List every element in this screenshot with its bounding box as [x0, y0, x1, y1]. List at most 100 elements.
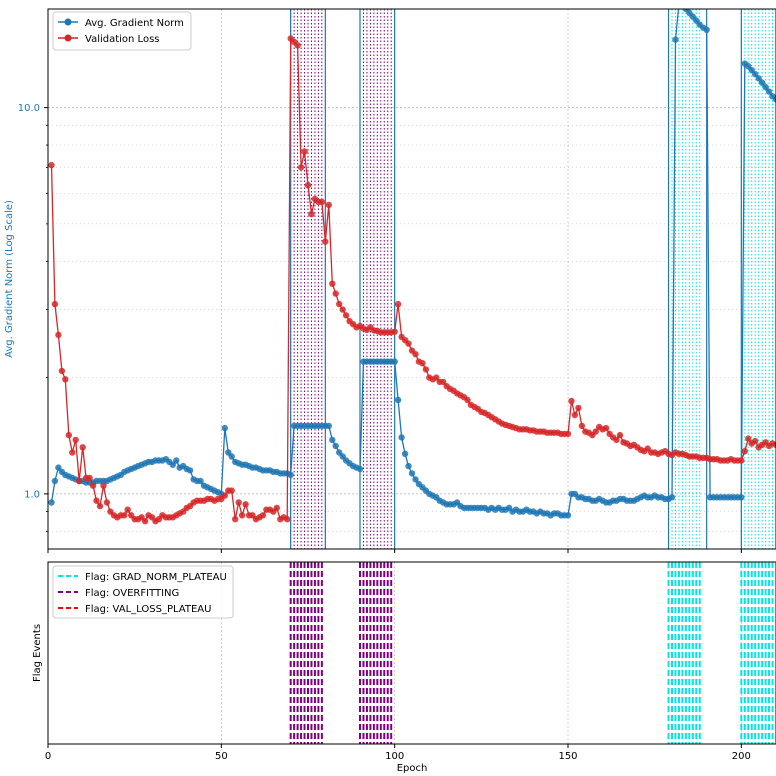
data-point-val	[232, 516, 239, 523]
data-point-val	[86, 474, 93, 482]
x-tick-label: 200	[732, 751, 751, 762]
legend-label-grad-plateau: Flag: GRAD_NORM_PLATEAU	[85, 572, 227, 583]
data-point-val	[76, 477, 83, 485]
data-point-grad	[394, 396, 402, 404]
data-point-val	[69, 449, 76, 456]
data-point-val	[297, 164, 305, 171]
data-point-val	[613, 436, 620, 444]
data-point-val	[273, 504, 280, 512]
bottom-flag-lines	[289, 562, 774, 744]
data-point-val	[124, 506, 131, 513]
data-point-grad	[356, 465, 364, 473]
top-x-ticks	[47, 549, 742, 553]
data-point-grad	[169, 461, 176, 468]
y-axis-label: Avg. Gradient Norm (Log Scale)	[4, 200, 15, 358]
data-point-val	[121, 512, 128, 519]
data-point-val	[772, 441, 776, 448]
data-point-grad	[51, 477, 59, 485]
data-point-grad	[48, 499, 55, 506]
data-point-val	[741, 448, 748, 455]
data-point-val	[93, 497, 100, 504]
y-tick-label: 10.0	[18, 103, 40, 114]
data-point-grad	[755, 75, 762, 82]
legend-label-val: Validation Loss	[85, 34, 160, 45]
x-tick-label: 100	[385, 751, 404, 762]
data-point-val	[564, 430, 572, 438]
data-point-val	[72, 436, 79, 444]
data-point-val	[329, 280, 336, 287]
data-point-val	[342, 312, 350, 319]
bottom-x-ticks: 0 50 100 150 200	[45, 744, 751, 762]
data-point-val	[440, 378, 447, 386]
data-point-val	[58, 367, 66, 375]
data-point-grad	[325, 422, 332, 430]
data-point-val	[235, 499, 242, 506]
data-point-val	[752, 437, 759, 445]
top-legend: Avg. Gradient Norm Validation Loss	[52, 11, 192, 51]
y-tick-label: 1.0	[24, 489, 40, 500]
data-point-grad	[186, 467, 194, 474]
data-point-val	[242, 501, 249, 508]
data-point-val	[51, 300, 59, 308]
data-point-val	[301, 148, 308, 155]
data-point-grad	[676, 1, 682, 7]
legend-label-overfitting: Flag: OVERFITTING	[85, 588, 179, 599]
data-point-grad	[287, 471, 294, 479]
data-point-val	[332, 290, 339, 297]
data-point-val	[412, 351, 419, 358]
data-point-grad	[765, 88, 773, 95]
bottom-plot-frame	[47, 561, 776, 745]
data-point-val	[336, 300, 343, 308]
data-point-grad	[752, 71, 759, 78]
flag-events-panel: 0 50 100 150 200 Flag Events Epoch Flag: GRA…	[32, 561, 776, 774]
data-point-grad	[221, 424, 228, 432]
data-point-val	[100, 482, 107, 489]
top-grid	[47, 9, 776, 549]
data-point-grad	[668, 494, 676, 501]
series-line-val	[50, 36, 776, 523]
data-point-val	[259, 512, 267, 519]
x-axis-label: Epoch	[397, 763, 428, 774]
data-point-grad	[680, 9, 684, 10]
legend-label-grad: Avg. Gradient Norm	[85, 18, 184, 29]
data-point-val	[228, 487, 235, 494]
data-point-grad	[398, 434, 405, 441]
data-point-val	[422, 366, 430, 373]
data-point-val	[96, 502, 104, 510]
data-point-val	[405, 340, 412, 347]
data-point-grad	[197, 477, 204, 485]
legend-frame	[52, 11, 192, 51]
data-point-val	[325, 201, 332, 209]
data-point-val	[141, 518, 149, 525]
data-point-grad	[332, 442, 339, 450]
data-point-grad	[762, 83, 769, 91]
bottom-legend-frame	[52, 565, 234, 619]
top-flag-lines	[290, 9, 774, 549]
data-point-grad	[412, 476, 419, 483]
data-point-val	[48, 161, 55, 169]
data-point-val	[433, 374, 440, 381]
data-point-val	[221, 492, 228, 499]
data-point-grad	[408, 470, 416, 477]
data-point-val	[79, 444, 86, 451]
data-point-val	[55, 331, 62, 339]
data-point-grad	[329, 436, 336, 444]
data-point-grad	[738, 494, 745, 501]
data-point-val	[322, 238, 329, 245]
x-tick-label: 0	[45, 751, 51, 762]
data-point-grad	[173, 457, 180, 464]
series-line-grad	[50, 9, 776, 517]
data-point-grad	[703, 26, 710, 33]
data-point-grad	[228, 453, 235, 460]
data-point-grad	[564, 512, 572, 519]
data-point-val	[602, 424, 610, 432]
data-point-val	[339, 306, 346, 313]
main-plot-panel: 1.0 10.0 Avg. Gradient Norm (Log Scale) A…	[4, 1, 776, 553]
data-point-val	[616, 431, 624, 439]
data-point-val	[284, 516, 291, 523]
data-point-val	[464, 396, 471, 404]
bottom-y-axis-label: Flag Events	[32, 624, 43, 682]
data-point-grad	[758, 79, 766, 86]
data-point-val	[89, 482, 97, 489]
